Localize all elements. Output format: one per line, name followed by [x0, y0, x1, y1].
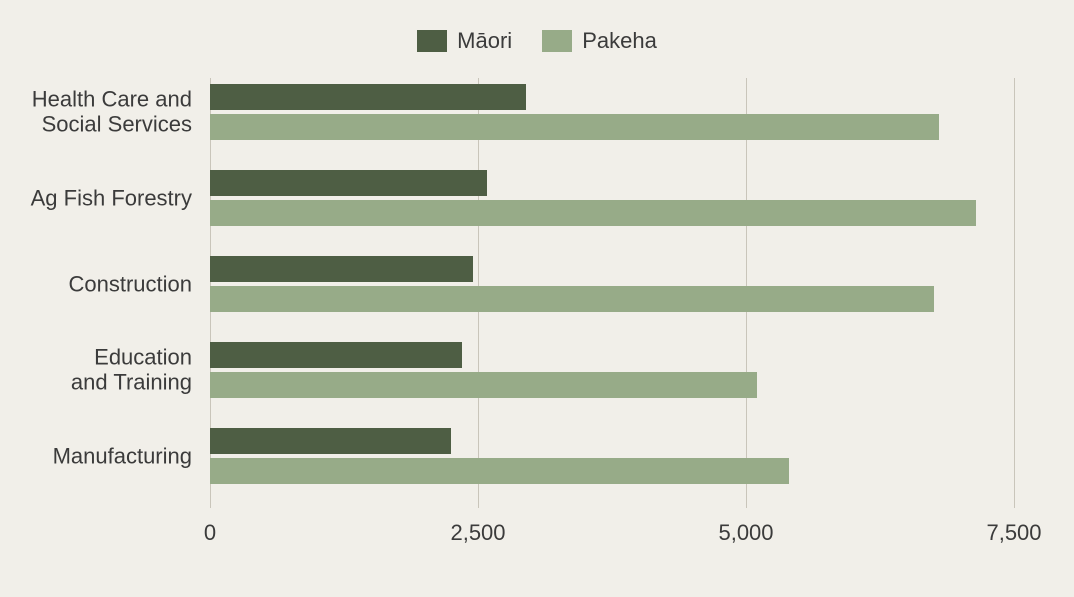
- bar-group: Ag Fish Forestry: [210, 170, 1014, 226]
- bar-maori: [210, 256, 473, 282]
- legend-item-pakeha: Pakeha: [542, 28, 657, 54]
- bar-group: Construction: [210, 256, 1014, 312]
- category-label: Health Care and Social Services: [32, 87, 210, 138]
- x-tick-label: 0: [204, 520, 216, 546]
- chart-legend: Māori Pakeha: [0, 0, 1074, 78]
- category-label: Manufacturing: [53, 443, 210, 468]
- legend-label-maori: Māori: [457, 28, 512, 54]
- legend-item-maori: Māori: [417, 28, 512, 54]
- x-axis-ticks: 02,5005,0007,500: [210, 508, 1014, 558]
- bar-pakeha: [210, 286, 934, 312]
- category-label: Ag Fish Forestry: [31, 185, 210, 210]
- bar-pakeha: [210, 458, 789, 484]
- chart-plot-area: Health Care and Social Services Ag Fish F…: [210, 78, 1014, 508]
- legend-label-pakeha: Pakeha: [582, 28, 657, 54]
- bar-pakeha: [210, 372, 757, 398]
- category-label: Education and Training: [71, 345, 210, 396]
- legend-swatch-pakeha: [542, 30, 572, 52]
- bar-group: Health Care and Social Services: [210, 84, 1014, 140]
- bar-pakeha: [210, 114, 939, 140]
- bar-maori: [210, 170, 487, 196]
- bar-group: Education and Training: [210, 342, 1014, 398]
- bar-group: Manufacturing: [210, 428, 1014, 484]
- legend-swatch-maori: [417, 30, 447, 52]
- bar-maori: [210, 428, 451, 454]
- bar-pakeha: [210, 200, 976, 226]
- x-tick-label: 7,500: [986, 520, 1041, 546]
- x-tick-label: 5,000: [718, 520, 773, 546]
- category-label: Construction: [68, 271, 210, 296]
- x-tick-label: 2,500: [450, 520, 505, 546]
- bar-maori: [210, 84, 526, 110]
- bar-maori: [210, 342, 462, 368]
- gridline: [1014, 78, 1015, 508]
